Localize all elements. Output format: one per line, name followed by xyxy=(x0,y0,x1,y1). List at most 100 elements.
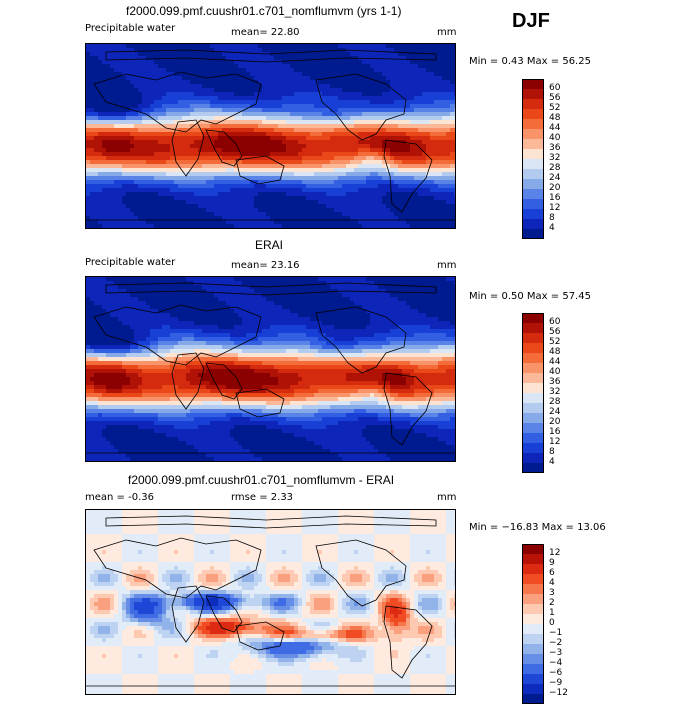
field-cell xyxy=(210,285,215,290)
field-cell xyxy=(306,156,311,161)
field-cell xyxy=(350,152,355,157)
field-cell xyxy=(118,96,123,101)
field-cell xyxy=(86,64,91,69)
field-cell xyxy=(374,72,379,77)
field-cell xyxy=(322,132,327,137)
field-cell xyxy=(174,60,179,65)
field-cell xyxy=(314,144,319,149)
field-cell xyxy=(174,293,179,298)
field-cell xyxy=(450,277,455,282)
field-cell xyxy=(330,92,335,97)
field-cell xyxy=(134,168,139,173)
field-cell xyxy=(358,92,363,97)
field-cell xyxy=(342,228,347,229)
field-cell xyxy=(190,100,195,105)
field-cell xyxy=(438,128,443,133)
field-cell xyxy=(418,52,423,57)
field-cell xyxy=(206,192,211,197)
field-cell xyxy=(282,112,287,117)
field-cell xyxy=(314,220,319,225)
field-cell xyxy=(406,100,411,105)
field-cell xyxy=(406,176,411,181)
field-cell xyxy=(166,277,171,282)
field-cell xyxy=(254,52,259,57)
field-cell xyxy=(162,228,167,229)
field-cell xyxy=(318,192,323,197)
field-cell xyxy=(194,80,199,85)
field-cell xyxy=(294,100,299,105)
field-cell xyxy=(270,124,275,129)
field-cell xyxy=(246,224,251,229)
field-cell xyxy=(214,192,219,197)
field-cell xyxy=(282,204,287,209)
field-cell xyxy=(254,200,259,205)
field-cell xyxy=(98,281,103,286)
field-cell xyxy=(410,80,415,85)
field-cell xyxy=(86,184,91,189)
field-cell xyxy=(242,152,247,157)
field-cell xyxy=(406,160,411,165)
field-cell xyxy=(214,208,219,213)
field-cell xyxy=(306,200,311,205)
field-cell xyxy=(294,184,299,189)
field-cell xyxy=(158,200,163,205)
field-cell xyxy=(310,120,315,125)
field-cell xyxy=(170,96,175,101)
field-cell xyxy=(326,48,331,53)
field-cell xyxy=(250,120,255,125)
field-cell xyxy=(198,297,203,302)
field-cell xyxy=(442,48,447,53)
field-cell xyxy=(154,180,159,185)
field-cell xyxy=(358,96,363,101)
field-cell xyxy=(366,212,371,217)
field-cell xyxy=(218,224,223,229)
field-cell xyxy=(274,188,279,193)
field-cell xyxy=(242,172,247,177)
field-cell xyxy=(394,84,399,89)
field-cell xyxy=(166,184,171,189)
field-cell xyxy=(170,120,175,125)
field-cell xyxy=(302,277,307,282)
field-cell xyxy=(310,152,315,157)
field-cell xyxy=(162,168,167,173)
field-cell xyxy=(426,200,431,205)
field-cell xyxy=(194,68,199,73)
field-cell xyxy=(174,285,179,290)
field-cell xyxy=(442,204,447,209)
field-cell xyxy=(186,224,191,229)
field-cell xyxy=(118,168,123,173)
field-cell xyxy=(122,144,127,149)
field-cell xyxy=(366,160,371,165)
field-cell xyxy=(270,56,275,61)
field-cell xyxy=(166,164,171,169)
field-cell xyxy=(446,68,451,73)
field-cell xyxy=(454,100,456,105)
field-cell xyxy=(126,140,131,145)
field-cell xyxy=(426,224,431,229)
field-cell xyxy=(162,120,167,125)
field-cell xyxy=(122,44,127,49)
field-cell xyxy=(146,88,151,93)
field-cell xyxy=(206,88,211,93)
field-cell xyxy=(194,180,199,185)
field-cell xyxy=(158,297,163,302)
field-cell xyxy=(302,52,307,57)
field-cell xyxy=(250,96,255,101)
field-cell xyxy=(186,84,191,89)
field-cell xyxy=(158,136,163,141)
field-cell xyxy=(166,88,171,93)
field-cell xyxy=(142,52,147,57)
field-cell xyxy=(294,277,299,282)
field-cell xyxy=(354,60,359,65)
field-cell xyxy=(342,140,347,145)
field-cell xyxy=(314,92,319,97)
field-cell xyxy=(86,180,91,185)
field-cell xyxy=(270,228,275,229)
panel1-title: f2000.099.pmf.cuushr01.c701_nomflumvm (y… xyxy=(126,4,401,18)
field-cell xyxy=(194,60,199,65)
field-cell xyxy=(146,72,151,77)
field-cell xyxy=(158,192,163,197)
field-cell xyxy=(110,297,115,302)
field-cell xyxy=(214,68,219,73)
field-cell xyxy=(270,44,275,49)
